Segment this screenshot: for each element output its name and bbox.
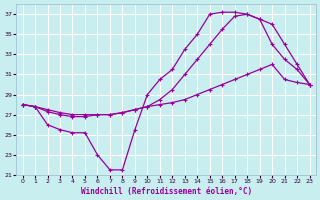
X-axis label: Windchill (Refroidissement éolien,°C): Windchill (Refroidissement éolien,°C) bbox=[81, 187, 252, 196]
